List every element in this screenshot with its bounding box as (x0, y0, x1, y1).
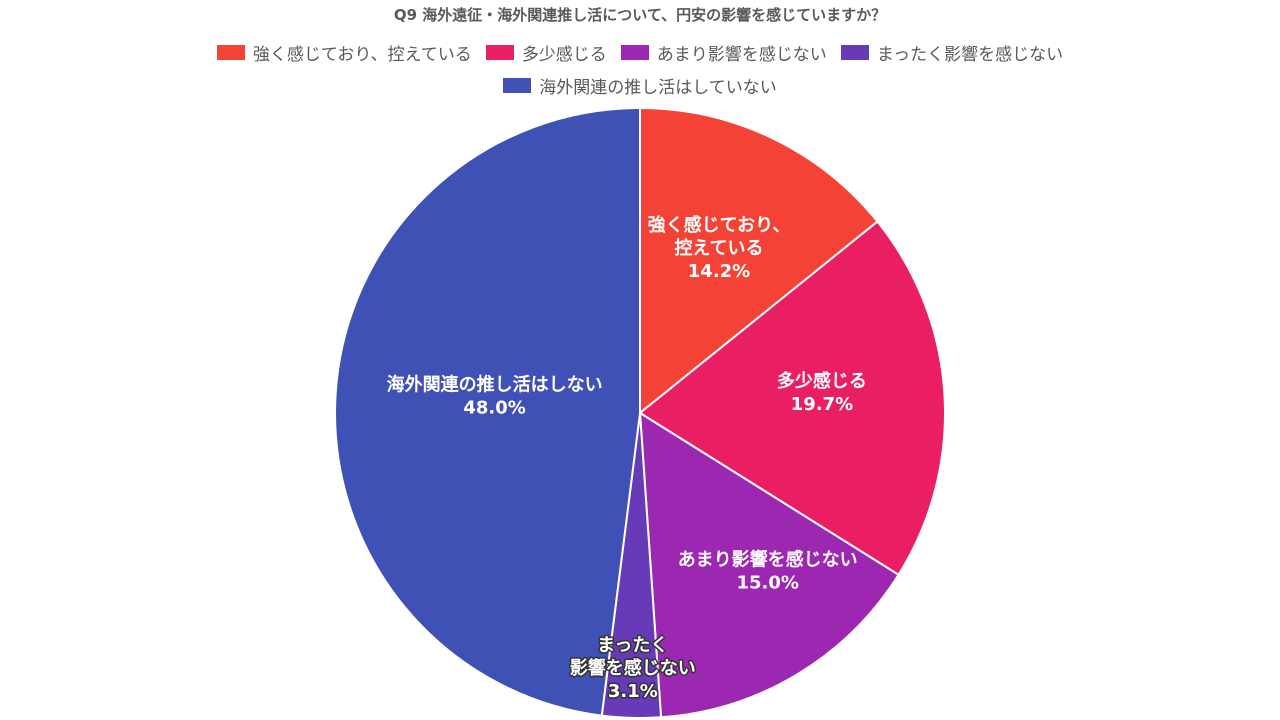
pie-slice-strongly-feel (639, 107, 879, 414)
data-label: 海外関連の推し活はしない 48.0% (387, 373, 603, 418)
slice-value-label: 3.1% (608, 680, 658, 701)
legend-item-no-overseas-activity: 海外関連の推し活はしていない (503, 72, 777, 98)
legend-swatch (840, 44, 869, 60)
legend-label: まったく影響を感じない (876, 44, 1064, 65)
slice-label-text: 控えている (674, 236, 763, 258)
chart-legend: 強く感じており、控えている 多少感じる あまり影響を感じない まったく影響を感じ… (190, 39, 1090, 98)
legend-label: 強く感じており、控えている (252, 44, 472, 65)
legend-label: 多少感じる (521, 44, 607, 65)
slice-label-text: あまり影響を感じない (678, 548, 858, 570)
legend-item-strongly-feel: 強く感じており、控えている (216, 39, 472, 65)
slice-label-text: 影響を感じない (570, 656, 696, 678)
slice-label-text: 海外関連の推し活はしない (387, 373, 603, 395)
pie-slice-labels: 強く感じており、控えている 14.2% 多少感じる 19.7% あまり影響を感じない 15… (387, 213, 867, 703)
legend-label: あまり影響を感じない (656, 44, 827, 65)
data-label: あまり影響を感じない 15.0% (678, 548, 858, 593)
chart-title: Q9 海外遠征・海外関連推し活について、円安の影響を感じていますか？ (393, 6, 887, 24)
data-label: 強く感じており、控えている 14.2% (648, 213, 791, 281)
pie-slices (334, 107, 946, 719)
legend-item-somewhat-feel: 多少感じる (485, 39, 607, 65)
legend-swatch (620, 44, 649, 60)
pie-slice-somewhat-feel (639, 220, 946, 576)
legend-label: 海外関連の推し活はしていない (539, 77, 777, 98)
slice-label-text: 強く感じており、 (648, 213, 791, 235)
slice-value-label: 15.0% (736, 572, 798, 593)
legend-swatch (216, 44, 245, 60)
legend-swatch (485, 44, 514, 60)
slice-value-label: 14.2% (688, 260, 750, 281)
data-label: 多少感じる 19.7% (777, 370, 867, 415)
pie-slice-no-overseas-activity (334, 107, 641, 717)
slice-label-text: まったく (597, 634, 668, 655)
legend-item-no-effect: まったく影響を感じない (840, 39, 1064, 65)
legend-swatch (503, 77, 532, 93)
data-label: まったく影響を感じない 3.1% (570, 634, 696, 701)
legend-item-little-effect: あまり影響を感じない (620, 39, 827, 65)
pie-slice-little-effect (639, 412, 900, 719)
slice-value-label: 48.0% (463, 397, 525, 418)
slice-value-label: 19.7% (791, 394, 853, 415)
slice-label-text: 多少感じる (777, 370, 867, 392)
